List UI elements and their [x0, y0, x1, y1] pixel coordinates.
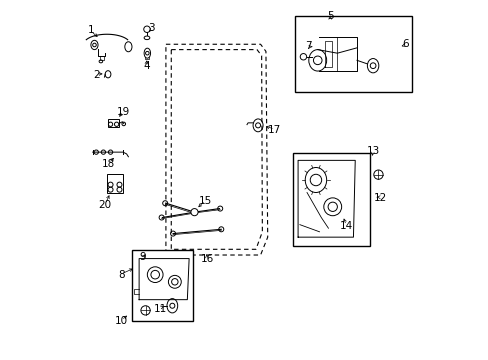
- Text: 12: 12: [373, 193, 386, 203]
- Text: 9: 9: [139, 252, 146, 262]
- Bar: [107, 174, 123, 193]
- Text: 20: 20: [99, 200, 112, 210]
- Ellipse shape: [190, 208, 198, 216]
- Ellipse shape: [169, 303, 175, 308]
- Text: 19: 19: [116, 107, 129, 117]
- Text: 17: 17: [268, 125, 281, 135]
- Bar: [132, 249, 192, 321]
- Ellipse shape: [300, 54, 306, 60]
- Text: 16: 16: [200, 253, 213, 264]
- Bar: [108, 119, 119, 127]
- Text: 15: 15: [198, 197, 211, 206]
- Text: 4: 4: [142, 61, 149, 71]
- Ellipse shape: [143, 26, 150, 32]
- Bar: [294, 16, 411, 93]
- Text: 6: 6: [401, 39, 408, 49]
- Ellipse shape: [144, 36, 149, 40]
- Text: 7: 7: [305, 41, 311, 51]
- Bar: [292, 153, 369, 246]
- Text: 14: 14: [339, 221, 352, 231]
- Text: 2: 2: [93, 69, 100, 80]
- Text: 8: 8: [118, 270, 124, 280]
- Text: 11: 11: [154, 303, 167, 314]
- Text: 3: 3: [148, 23, 155, 33]
- Ellipse shape: [373, 170, 382, 179]
- Ellipse shape: [141, 306, 150, 315]
- Text: 13: 13: [366, 147, 379, 157]
- Text: 10: 10: [115, 316, 127, 326]
- Ellipse shape: [93, 43, 96, 47]
- Text: 5: 5: [326, 11, 333, 21]
- Text: 1: 1: [87, 25, 94, 35]
- Text: 18: 18: [102, 159, 115, 169]
